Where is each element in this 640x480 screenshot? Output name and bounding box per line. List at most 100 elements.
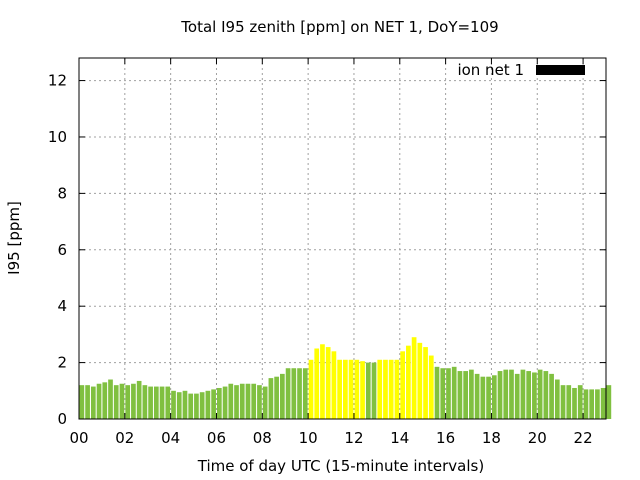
bar xyxy=(142,385,148,419)
chart-title: Total I95 zenith [ppm] on NET 1, DoY=109 xyxy=(180,18,498,36)
bar xyxy=(119,383,125,419)
x-tick-label: 18 xyxy=(482,429,501,447)
bar xyxy=(600,387,606,419)
legend: ion net 1 xyxy=(457,61,585,79)
bar xyxy=(314,348,320,419)
bar xyxy=(446,368,451,419)
y-tick-label: 6 xyxy=(57,241,67,259)
bar xyxy=(514,373,520,419)
bar xyxy=(337,359,342,419)
legend-swatch xyxy=(536,65,585,75)
bar xyxy=(297,368,302,419)
y-axis-label: I95 [ppm] xyxy=(5,201,23,275)
y-tick-label: 10 xyxy=(48,128,67,146)
bar xyxy=(188,393,194,419)
bar xyxy=(595,389,600,419)
grid-lines xyxy=(79,58,606,419)
x-tick-label: 08 xyxy=(253,429,272,447)
bar xyxy=(85,385,90,419)
bar xyxy=(113,385,119,419)
bar xyxy=(176,392,182,419)
bar xyxy=(268,378,274,419)
bar xyxy=(371,362,377,419)
bar xyxy=(365,362,371,419)
bar xyxy=(383,359,388,419)
bar xyxy=(577,385,583,419)
x-tick-label: 06 xyxy=(207,429,226,447)
bar xyxy=(257,385,262,419)
bar xyxy=(108,379,113,419)
x-tick-label: 00 xyxy=(69,429,88,447)
bar xyxy=(423,347,428,419)
legend-label: ion net 1 xyxy=(457,61,524,79)
bar xyxy=(102,382,108,419)
bar xyxy=(543,371,549,419)
bar xyxy=(532,372,537,419)
bar xyxy=(526,371,532,419)
bar xyxy=(159,386,165,419)
bar xyxy=(503,369,509,419)
bar xyxy=(411,337,417,419)
bar xyxy=(469,369,474,419)
bar xyxy=(262,386,268,419)
bar xyxy=(560,385,566,419)
bar xyxy=(572,387,577,419)
bar xyxy=(566,385,572,419)
x-tick-label: 02 xyxy=(115,429,134,447)
y-tick-label: 4 xyxy=(57,297,67,315)
bar xyxy=(302,368,308,419)
bar xyxy=(406,345,411,419)
bar xyxy=(125,385,131,419)
x-tick-label: 04 xyxy=(161,429,180,447)
bar xyxy=(251,383,257,419)
bar xyxy=(343,359,348,419)
x-tick-label: 10 xyxy=(299,429,318,447)
bar xyxy=(537,369,543,419)
bar xyxy=(274,376,279,419)
bars xyxy=(79,337,612,419)
bar xyxy=(400,351,405,419)
bar xyxy=(222,386,228,419)
bar xyxy=(280,373,285,419)
plot-frame xyxy=(78,57,607,420)
y-tick-label: 0 xyxy=(57,410,67,428)
bar xyxy=(497,371,503,419)
bar xyxy=(194,393,199,419)
bar xyxy=(228,383,234,419)
bar xyxy=(360,361,365,419)
x-tick-label: 22 xyxy=(574,429,593,447)
bar xyxy=(153,386,159,419)
x-tick-label: 16 xyxy=(436,429,455,447)
bar xyxy=(96,383,102,419)
bar xyxy=(205,390,211,419)
x-tick-label: 12 xyxy=(344,429,363,447)
bar xyxy=(589,389,595,419)
bar xyxy=(79,385,85,419)
bar xyxy=(480,376,486,419)
bar xyxy=(486,376,491,419)
bar xyxy=(131,383,136,419)
bar xyxy=(320,344,325,419)
bar xyxy=(417,342,423,419)
bar xyxy=(234,385,239,419)
bar xyxy=(377,359,383,419)
bar xyxy=(354,359,360,419)
bar xyxy=(474,373,480,419)
bar xyxy=(211,389,216,419)
x-tick-label: 20 xyxy=(528,429,547,447)
bar xyxy=(239,383,245,419)
bar xyxy=(606,385,612,419)
bar xyxy=(148,386,153,419)
bar xyxy=(388,359,394,419)
bar xyxy=(245,383,251,419)
y-tick-label: 2 xyxy=(57,354,67,372)
bar xyxy=(394,359,400,419)
bar xyxy=(451,366,457,419)
bar xyxy=(216,387,222,419)
bar xyxy=(440,368,446,419)
x-axis-label: Time of day UTC (15-minute intervals) xyxy=(197,457,484,475)
y-tick-label: 8 xyxy=(57,184,67,202)
bar xyxy=(457,371,463,419)
